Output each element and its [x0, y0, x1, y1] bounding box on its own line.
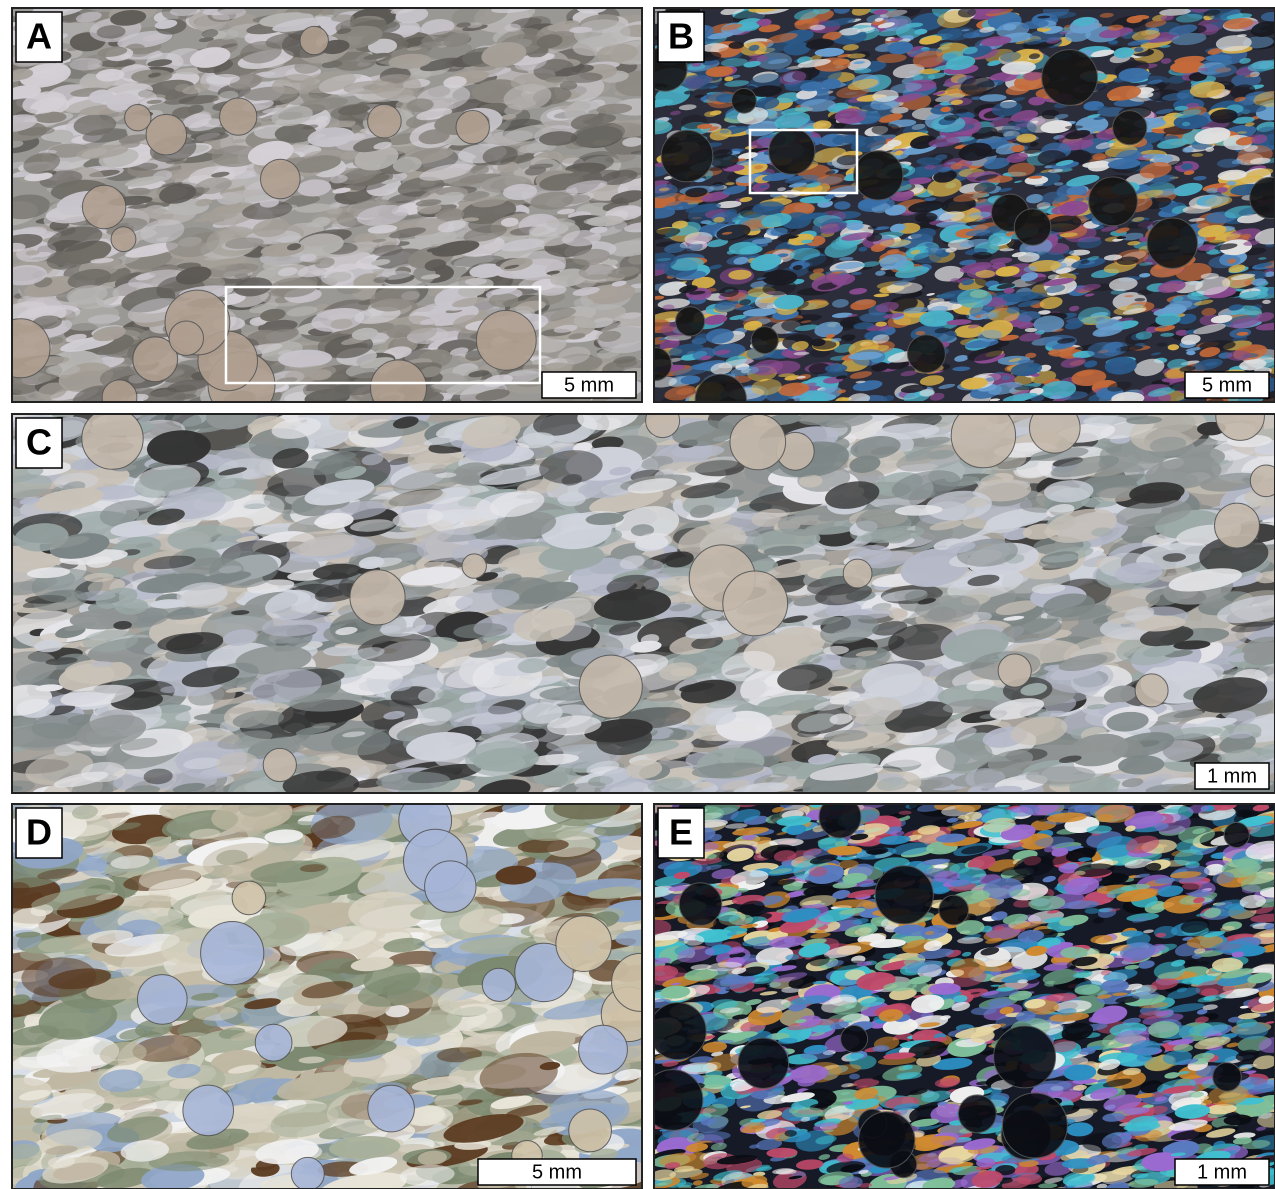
porphyroblast — [125, 105, 151, 131]
porphyroblast — [676, 307, 705, 336]
porphyroblast — [732, 88, 757, 113]
porphyroblast — [1089, 177, 1138, 226]
porphyroblast — [102, 380, 137, 415]
photo-panel — [0, 0, 670, 419]
porphyroblast — [907, 335, 945, 373]
porphyroblast — [1147, 218, 1197, 268]
page: {"panels": [ {"label": "A", "scale": "5 … — [0, 0, 1275, 1189]
panel-label: A — [26, 16, 52, 57]
porphyroblast — [854, 151, 903, 200]
porphyroblast — [456, 111, 489, 144]
porphyroblast — [368, 104, 402, 138]
scale-bar-label: 5 mm — [564, 374, 614, 396]
porphyroblast — [1113, 111, 1147, 145]
porphyroblast — [300, 26, 328, 54]
porphyroblast — [220, 98, 257, 135]
porphyroblast — [169, 321, 203, 355]
porphyroblast — [1014, 209, 1051, 246]
porphyroblast — [769, 128, 815, 174]
panel-label: B — [668, 16, 694, 57]
porphyroblast — [111, 227, 136, 252]
photo-panel — [0, 392, 1275, 813]
porphyroblast — [476, 310, 536, 370]
figure: A5 mmB5 mmC1 mmD5 mmE1 mm — [0, 0, 1275, 1189]
porphyroblast — [82, 185, 125, 228]
porphyroblast — [261, 159, 301, 199]
scale-bar-label: 5 mm — [1202, 374, 1252, 396]
porphyroblast — [661, 130, 713, 182]
porphyroblast — [371, 360, 427, 416]
photo-panel — [637, 0, 1275, 426]
porphyroblast — [146, 114, 187, 155]
porphyroblast — [1042, 50, 1098, 106]
porphyroblast — [751, 327, 778, 354]
